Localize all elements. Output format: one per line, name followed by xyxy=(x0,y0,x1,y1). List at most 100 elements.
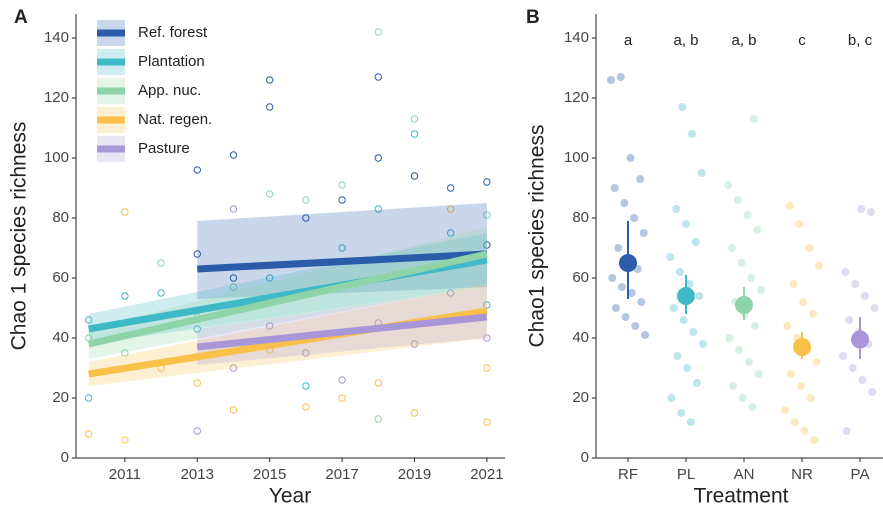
x-tick-label: 2011 xyxy=(109,466,141,483)
data-point xyxy=(845,316,854,324)
data-point xyxy=(699,340,707,348)
data-point xyxy=(796,382,805,390)
data-point xyxy=(783,322,792,330)
data-point xyxy=(229,364,238,372)
data-point xyxy=(692,379,701,387)
data-point xyxy=(683,364,692,372)
data-point xyxy=(753,226,762,234)
data-point xyxy=(483,241,491,249)
data-point xyxy=(841,268,850,276)
data-point xyxy=(446,289,455,297)
data-point xyxy=(738,394,747,402)
data-point xyxy=(229,283,238,291)
y-tick-label: 40 xyxy=(572,329,589,346)
mean-point xyxy=(793,338,811,356)
data-point xyxy=(265,274,274,282)
mean-point xyxy=(735,296,753,314)
data-point xyxy=(691,238,700,246)
x-tick-label: 2015 xyxy=(253,466,286,483)
data-point xyxy=(679,316,688,324)
data-point xyxy=(725,334,734,342)
data-point xyxy=(812,358,821,366)
data-point xyxy=(669,304,678,312)
data-point xyxy=(631,322,640,330)
data-point xyxy=(754,370,763,378)
data-point xyxy=(851,280,860,288)
data-point xyxy=(608,274,617,282)
data-point xyxy=(866,208,875,216)
data-point xyxy=(860,292,869,300)
data-point xyxy=(483,178,491,186)
data-point xyxy=(790,418,799,426)
data-point xyxy=(839,352,847,360)
data-point xyxy=(84,316,93,324)
data-point xyxy=(815,262,823,270)
data-point xyxy=(446,205,455,213)
x-axis-title: Year xyxy=(269,485,311,508)
data-point xyxy=(229,274,238,282)
legend-label: Plantation xyxy=(138,53,205,70)
data-point xyxy=(193,166,201,174)
y-tick-label: 120 xyxy=(44,89,69,106)
trend-line xyxy=(197,250,488,273)
data-point xyxy=(611,304,620,312)
x-tick-label: NR xyxy=(791,466,813,483)
data-point xyxy=(781,406,789,414)
data-point xyxy=(193,250,201,258)
data-point xyxy=(121,436,129,444)
data-point xyxy=(374,205,382,213)
data-point xyxy=(620,199,629,207)
y-tick-label: 140 xyxy=(564,29,589,46)
data-point xyxy=(689,328,698,336)
data-point xyxy=(697,169,706,177)
data-point xyxy=(483,364,491,372)
data-point xyxy=(805,244,814,252)
legend-label: Pasture xyxy=(138,140,190,157)
data-point xyxy=(265,103,274,111)
data-point xyxy=(338,196,346,204)
y-tick-label: 0 xyxy=(61,449,69,466)
data-point xyxy=(374,415,382,423)
data-point xyxy=(446,229,455,237)
data-point xyxy=(795,220,804,228)
data-point xyxy=(682,220,690,228)
x-tick-label: RF xyxy=(618,466,638,483)
data-point xyxy=(229,205,238,213)
data-point xyxy=(672,205,681,213)
data-point xyxy=(338,376,346,384)
data-point xyxy=(868,388,877,396)
data-point xyxy=(733,196,742,204)
y-tick-label: 140 xyxy=(44,29,69,46)
data-point xyxy=(806,394,815,402)
x-tick-label: PL xyxy=(677,466,695,483)
y-tick-label: 20 xyxy=(52,389,69,406)
data-point xyxy=(729,382,738,390)
data-point xyxy=(858,376,867,384)
data-point xyxy=(410,172,419,180)
data-point xyxy=(636,175,645,183)
data-point xyxy=(743,211,752,219)
data-point xyxy=(641,331,649,339)
legend-label: Nat. regen. xyxy=(138,111,212,128)
x-tick-label: AN xyxy=(734,466,755,483)
data-point xyxy=(607,76,615,84)
y-tick-label: 100 xyxy=(564,149,589,166)
data-point xyxy=(193,325,201,333)
data-point xyxy=(374,379,382,387)
trend-line xyxy=(87,250,488,348)
data-point xyxy=(747,274,756,282)
data-point xyxy=(338,394,346,402)
data-point xyxy=(483,418,491,426)
data-point xyxy=(157,289,165,297)
data-point xyxy=(735,346,744,354)
x-axis-title: Treatment xyxy=(694,485,789,508)
data-point xyxy=(84,430,93,438)
data-point xyxy=(667,394,676,402)
x-tick-label: 2019 xyxy=(398,466,431,483)
y-tick-label: 20 xyxy=(572,389,589,406)
y-tick-label: 80 xyxy=(572,209,589,226)
data-point xyxy=(789,280,798,288)
data-point xyxy=(800,427,809,435)
data-point xyxy=(675,268,684,276)
